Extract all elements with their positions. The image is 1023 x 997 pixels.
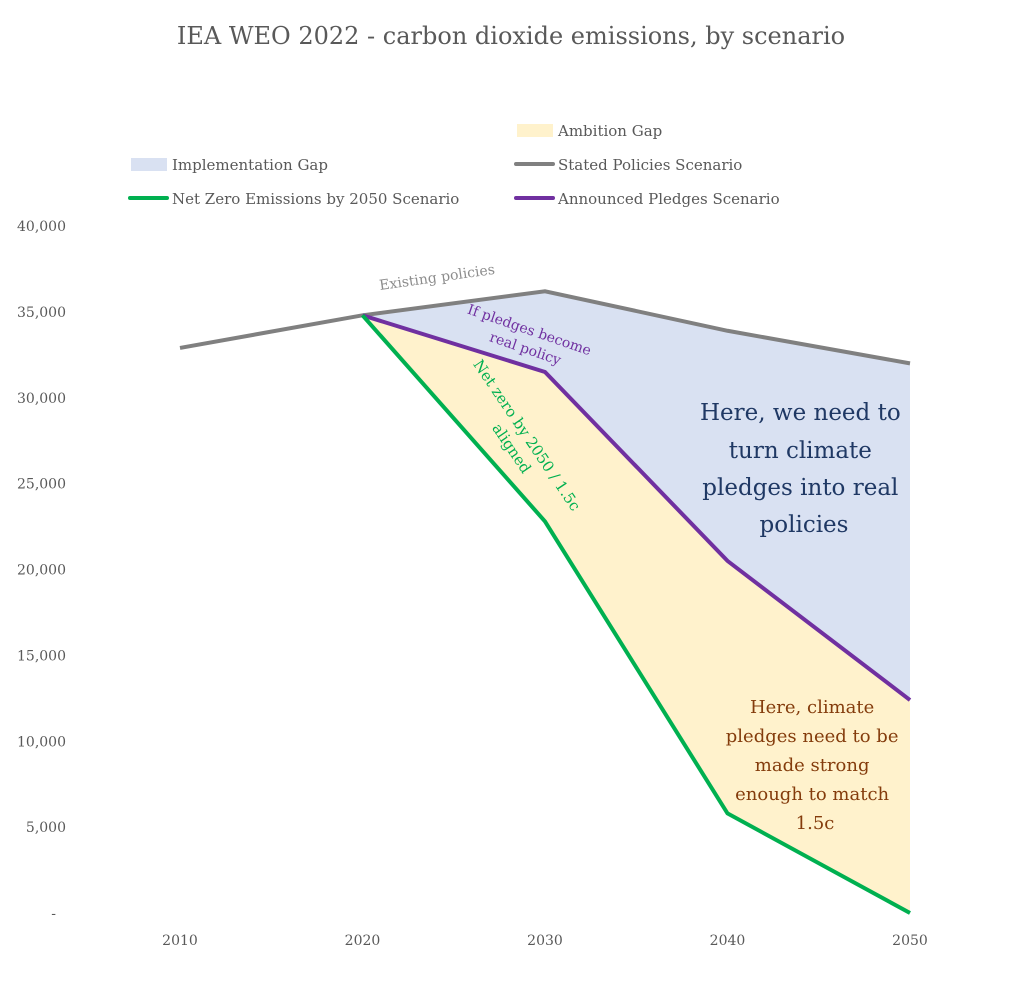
legend: Ambition Gap Implementation Gap Stated P…: [128, 122, 780, 208]
line-net-zero-emissions-by-2050-scenario: [361, 313, 911, 915]
y-tick-label: 25,000: [17, 477, 66, 493]
y-tick-label: 40,000: [17, 219, 66, 235]
legend-label-net-zero: Net Zero Emissions by 2050 Scenario: [172, 190, 459, 208]
legend-swatch-ambition-gap: [517, 124, 553, 137]
annotation-existing-policies: Existing policies: [378, 262, 496, 294]
y-tick-label: 15,000: [17, 648, 66, 664]
legend-label-stated-policies: Stated Policies Scenario: [558, 156, 742, 174]
series-lines: [179, 289, 912, 915]
y-tick-label: -: [51, 906, 56, 922]
x-tick-label: 2030: [527, 933, 563, 949]
chart-title: IEA WEO 2022 - carbon dioxide emissions,…: [177, 22, 845, 50]
y-tick-label: 35,000: [17, 305, 66, 321]
band-ambition-gap: [362, 315, 910, 913]
legend-label-ambition-gap: Ambition Gap: [557, 122, 662, 140]
y-axis-ticks: - 5,000 10,000 15,000 20,000 25,000 30,000 35,0…: [17, 219, 66, 922]
legend-label-implementation-gap: Implementation Gap: [172, 156, 328, 174]
x-tick-label: 2020: [345, 933, 381, 949]
legend-label-announced-pledges: Announced Pledges Scenario: [557, 190, 780, 208]
y-tick-label: 30,000: [17, 391, 66, 407]
x-tick-label: 2040: [710, 933, 746, 949]
x-tick-label: 2010: [162, 933, 198, 949]
bands: [362, 291, 910, 913]
annotation-implementation-gap: Here, we need to turn climate pledges in…: [700, 400, 908, 538]
x-axis-ticks: 2010 2020 2030 2040 2050: [162, 933, 928, 949]
y-tick-label: 10,000: [17, 734, 66, 750]
annotation-ambition-gap: Here, climate pledges need to be made st…: [726, 697, 904, 834]
y-tick-label: 5,000: [26, 820, 66, 836]
line-announced-pledges-scenario: [361, 313, 912, 702]
y-tick-label: 20,000: [17, 563, 66, 579]
band-implementation-gap: [362, 291, 910, 701]
x-tick-label: 2050: [892, 933, 928, 949]
legend-swatch-implementation-gap: [131, 158, 167, 171]
